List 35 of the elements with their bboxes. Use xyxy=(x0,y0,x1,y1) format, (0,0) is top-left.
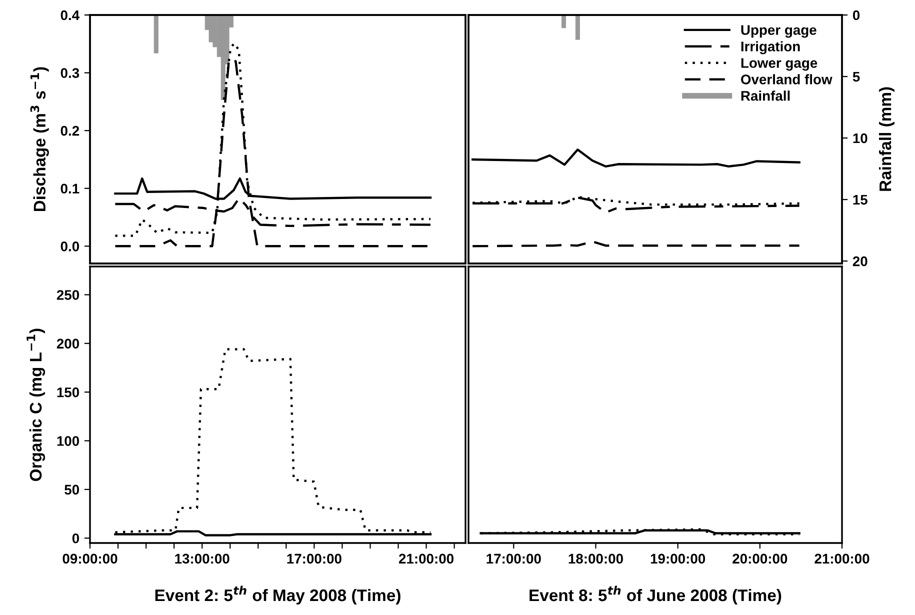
x-tick-label: 21:00:00 xyxy=(814,554,870,564)
y-tick-label: 250 xyxy=(56,290,80,300)
y-tick-label: 200 xyxy=(56,338,80,349)
y-axis-title: Organic C (mg L$^{−1}$) xyxy=(26,328,46,481)
x-tick-label: 13:00:00 xyxy=(175,554,230,564)
legend-label: Overland flow xyxy=(741,74,832,84)
y-axis-title: Dischage (m$^{3}$ s$^{−1}$) xyxy=(30,67,49,212)
y2-tick-label: 15 xyxy=(853,195,868,205)
y-tick-label: 0.3 xyxy=(60,68,80,78)
y-tick-label: 150 xyxy=(57,387,80,398)
x-tick-label: 17:00:00 xyxy=(486,554,541,564)
y2-tick-label: 20 xyxy=(852,256,868,266)
y-tick-label: 0 xyxy=(72,533,80,544)
x-axis-title: Event 8: 5$^{th}$ of June 2008 (Time) xyxy=(530,586,782,605)
x-tick-label: 20:00:00 xyxy=(732,554,788,564)
y2-tick-label: 5 xyxy=(852,72,860,82)
x-tick-label: 09:00:00 xyxy=(62,554,118,564)
y-tick-label: 0.0 xyxy=(60,241,80,252)
x-tick-label: 18:00:00 xyxy=(568,554,623,564)
legend-label: Lower gage xyxy=(741,58,818,71)
legend-label: Rainfall xyxy=(741,90,790,101)
y2-axis-title: Rainfall (mm) xyxy=(878,87,895,191)
y-tick-label: 0.2 xyxy=(60,126,80,136)
x-tick-label: 19:00:00 xyxy=(650,554,706,564)
x-tick-label: 17:00:00 xyxy=(287,554,342,564)
y-tick-label: 0.4 xyxy=(60,10,80,20)
legend-label: Irrigation xyxy=(741,41,800,54)
x-axis-title: Event 2: 5$^{th}$ of May 2008 (Time) xyxy=(155,586,400,605)
y-tick-label: 50 xyxy=(64,484,80,495)
y2-tick-label: 10 xyxy=(853,133,868,144)
y2-tick-label: 0 xyxy=(852,10,860,20)
y-tick-label: 0.1 xyxy=(60,184,80,194)
y-tick-label: 100 xyxy=(57,436,80,446)
legend-label: Upper gage xyxy=(741,25,816,38)
x-tick-label: 21:00:00 xyxy=(398,554,454,564)
